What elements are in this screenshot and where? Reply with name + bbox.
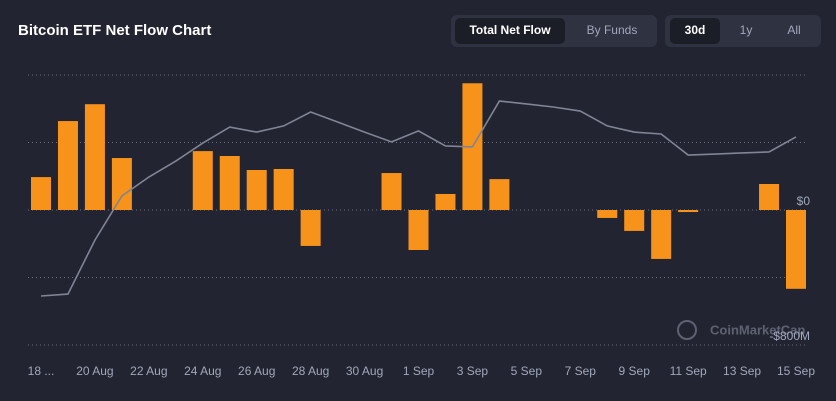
bar: [408, 210, 429, 250]
tab-active-bg: [455, 18, 565, 44]
tab[interactable]: Total Net Flow: [469, 23, 551, 37]
x-tick-label: 3 Sep: [457, 364, 489, 378]
tab[interactable]: 1y: [740, 23, 753, 37]
bar: [786, 210, 806, 289]
line: [40, 100, 797, 297]
tab[interactable]: 30d: [685, 23, 706, 37]
watermark-logo: [677, 320, 697, 340]
x-tick-label: 1 Sep: [403, 364, 435, 378]
bar: [651, 210, 672, 259]
bar: [678, 210, 699, 213]
x-tick-label: 22 Aug: [130, 364, 167, 378]
bar: [624, 210, 645, 231]
x-tick-label: 7 Sep: [565, 364, 597, 378]
x-tick-label: 28 Aug: [292, 364, 329, 378]
x-tick-label: 30 Aug: [346, 364, 383, 378]
bar: [192, 151, 213, 210]
x-tick-label: 13 Sep: [723, 364, 761, 378]
tab[interactable]: By Funds: [587, 23, 638, 37]
bar: [246, 170, 267, 210]
x-tick-label: 20 Aug: [76, 364, 113, 378]
x-tick-label: 5 Sep: [511, 364, 543, 378]
bar: [111, 158, 132, 210]
y-tick-label: $0: [797, 194, 811, 208]
x-tick-label: 26 Aug: [238, 364, 275, 378]
bar: [489, 179, 510, 210]
bar: [597, 210, 618, 218]
bar: [84, 104, 105, 210]
y-tick-label: -$800M: [769, 329, 810, 343]
x-tick-label: 9 Sep: [619, 364, 651, 378]
bar: [759, 184, 780, 210]
bar: [300, 210, 321, 246]
tab-active-bg: [670, 18, 720, 44]
chart-title: Bitcoin ETF Net Flow Chart: [18, 22, 211, 39]
x-tick-label: 24 Aug: [184, 364, 221, 378]
x-tick-label: 18 ...: [28, 364, 55, 378]
bar: [31, 177, 51, 210]
bar: [273, 168, 294, 210]
x-tick-label: 15 Sep: [777, 364, 815, 378]
watermark: CoinMarketCap: [710, 322, 805, 337]
bar: [219, 156, 240, 210]
x-tick-label: 11 Sep: [670, 364, 707, 378]
bar: [381, 173, 402, 210]
bar: [57, 121, 78, 210]
bar: [435, 193, 456, 210]
tab[interactable]: All: [787, 23, 800, 37]
